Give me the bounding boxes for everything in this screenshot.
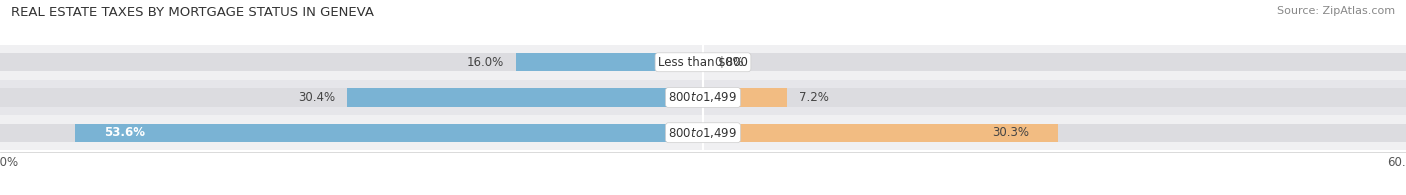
Text: 53.6%: 53.6% bbox=[104, 126, 145, 139]
Bar bbox=[75, 124, 703, 142]
Bar bbox=[0, 53, 1406, 71]
Text: 30.3%: 30.3% bbox=[991, 126, 1029, 139]
Bar bbox=[0, 124, 1406, 142]
Text: $800 to $1,499: $800 to $1,499 bbox=[668, 90, 738, 105]
Text: REAL ESTATE TAXES BY MORTGAGE STATUS IN GENEVA: REAL ESTATE TAXES BY MORTGAGE STATUS IN … bbox=[11, 6, 374, 19]
Bar bbox=[0, 80, 1406, 115]
Bar bbox=[0, 45, 1406, 80]
Bar bbox=[0, 88, 1406, 107]
Text: 7.2%: 7.2% bbox=[799, 91, 830, 104]
Bar bbox=[347, 88, 703, 107]
Text: 30.4%: 30.4% bbox=[298, 91, 335, 104]
Bar bbox=[516, 53, 703, 71]
Text: $800 to $1,499: $800 to $1,499 bbox=[668, 126, 738, 140]
Legend: Without Mortgage, With Mortgage: Without Mortgage, With Mortgage bbox=[568, 191, 838, 195]
Bar bbox=[703, 88, 787, 107]
Text: Less than $800: Less than $800 bbox=[658, 56, 748, 69]
Text: 16.0%: 16.0% bbox=[467, 56, 503, 69]
Text: Source: ZipAtlas.com: Source: ZipAtlas.com bbox=[1277, 6, 1395, 16]
Text: 0.0%: 0.0% bbox=[714, 56, 744, 69]
Bar bbox=[0, 115, 1406, 150]
Bar bbox=[703, 124, 1057, 142]
